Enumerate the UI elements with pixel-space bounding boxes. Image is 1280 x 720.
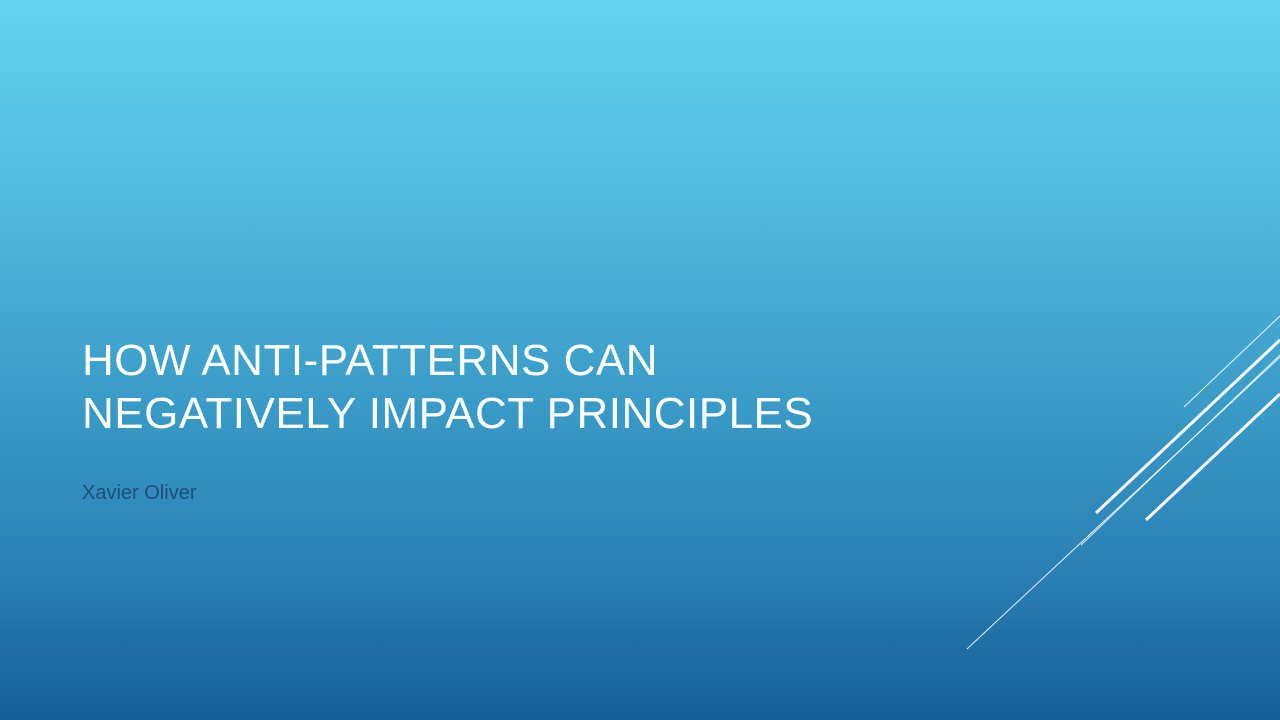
diagonal-line-thin-middle [1080, 354, 1280, 546]
slide-subtitle-author[interactable]: Xavier Oliver [82, 482, 197, 504]
diagonal-line-thick-left [1094, 338, 1280, 515]
diagonal-line-thin-upper [1183, 315, 1280, 408]
diagonal-line-thick-right [1144, 392, 1280, 522]
slide-title[interactable]: HOW ANTI-PATTERNS CAN NEGATIVELY IMPACT … [82, 334, 1022, 440]
slide-title-line-1: HOW ANTI-PATTERNS CAN [82, 336, 658, 385]
slide-title-line-2: NEGATIVELY IMPACT PRINCIPLES [82, 389, 814, 438]
